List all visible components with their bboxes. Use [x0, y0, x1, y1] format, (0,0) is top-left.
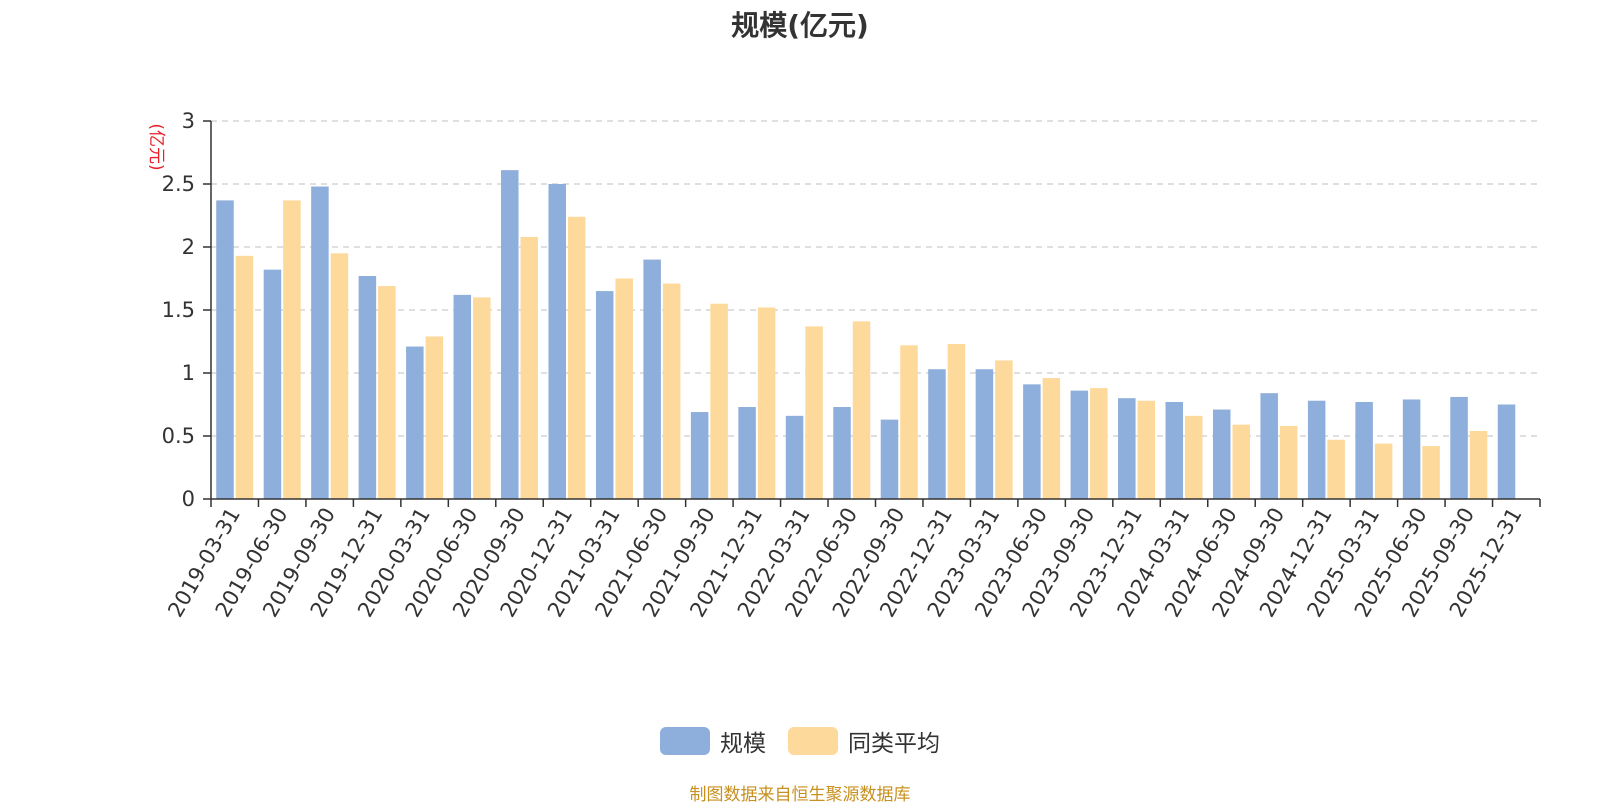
bar-peer-average	[330, 253, 349, 499]
bar-scale	[1212, 409, 1231, 499]
bar-peer-average	[662, 283, 681, 499]
y-tick-label: 2	[182, 235, 195, 259]
bar-scale	[501, 170, 519, 499]
bar-peer-average	[852, 321, 871, 499]
bar-scale	[1118, 398, 1136, 499]
bar-peer-average	[283, 200, 301, 499]
y-tick-label: 1.5	[162, 298, 195, 322]
bar-peer-average	[1279, 425, 1298, 499]
bar-peer-average	[1374, 443, 1393, 499]
source-note: 制图数据来自恒生聚源数据库	[689, 785, 911, 805]
bar-scale	[1402, 399, 1421, 499]
bar-scale	[1307, 400, 1326, 499]
y-tick-label: 2.5	[162, 172, 195, 196]
legend-item-peer-average[interactable]: 同类平均	[788, 724, 940, 758]
legend: 规模 同类平均	[0, 724, 1600, 758]
bar-peer-average	[425, 336, 444, 499]
bar-scale	[595, 291, 614, 499]
bar-scale	[1260, 393, 1278, 499]
bar-scale	[453, 294, 472, 499]
bar-peer-average	[1090, 388, 1108, 499]
bar-peer-average	[235, 255, 254, 499]
bar-peer-average	[520, 236, 539, 500]
bar-scale	[975, 369, 994, 499]
bar-peer-average	[710, 303, 728, 499]
bar-scale	[833, 407, 851, 499]
bar-scale	[216, 200, 234, 499]
bar-peer-average	[378, 286, 396, 499]
legend-swatch-peer-average	[788, 727, 838, 755]
y-tick-label: 1	[182, 361, 195, 385]
bar-peer-average	[567, 216, 586, 499]
bar-scale	[548, 184, 566, 499]
bar-peer-average	[995, 360, 1013, 499]
bar-peer-average	[947, 344, 966, 499]
legend-item-scale[interactable]: 规模	[660, 724, 766, 758]
bar-scale	[311, 186, 329, 499]
legend-label-scale: 规模	[720, 731, 766, 757]
legend-label-peer-average: 同类平均	[848, 731, 940, 757]
y-tick-label: 0.5	[162, 424, 195, 448]
bar-scale	[1070, 390, 1089, 499]
bar-peer-average	[1469, 430, 1488, 499]
bar-scale	[785, 415, 804, 499]
bar-peer-average	[1185, 415, 1203, 499]
y-axis-label: (亿元)	[146, 123, 166, 170]
bar-peer-average	[805, 326, 823, 499]
bar-peer-average	[900, 345, 918, 499]
bar-peer-average	[615, 278, 633, 499]
bar-scale	[1450, 396, 1468, 499]
bar-scale	[643, 259, 661, 499]
bar-peer-average	[473, 297, 491, 499]
bar-scale	[1023, 384, 1041, 499]
bar-peer-average	[1327, 439, 1345, 499]
bar-scale	[690, 412, 709, 499]
bar-peer-average	[1042, 378, 1061, 499]
bar-peer-average	[1232, 424, 1250, 499]
chart-title: 规模(亿元)	[731, 9, 869, 42]
bar-scale	[738, 407, 756, 499]
y-tick-label: 3	[182, 109, 195, 133]
y-tick-label: 0	[182, 487, 195, 511]
bar-scale	[928, 369, 946, 499]
bar-scale	[1355, 401, 1373, 499]
bar-peer-average	[1422, 446, 1440, 499]
bar-peer-average	[1137, 400, 1156, 499]
bar-scale	[358, 275, 377, 499]
legend-swatch-scale	[660, 727, 710, 755]
bar-scale	[1497, 404, 1516, 499]
bar-peer-average	[757, 307, 776, 499]
bar-scale	[880, 419, 899, 499]
bar-scale	[1165, 401, 1184, 499]
bar-scale	[263, 269, 282, 499]
bar-scale	[406, 346, 424, 499]
